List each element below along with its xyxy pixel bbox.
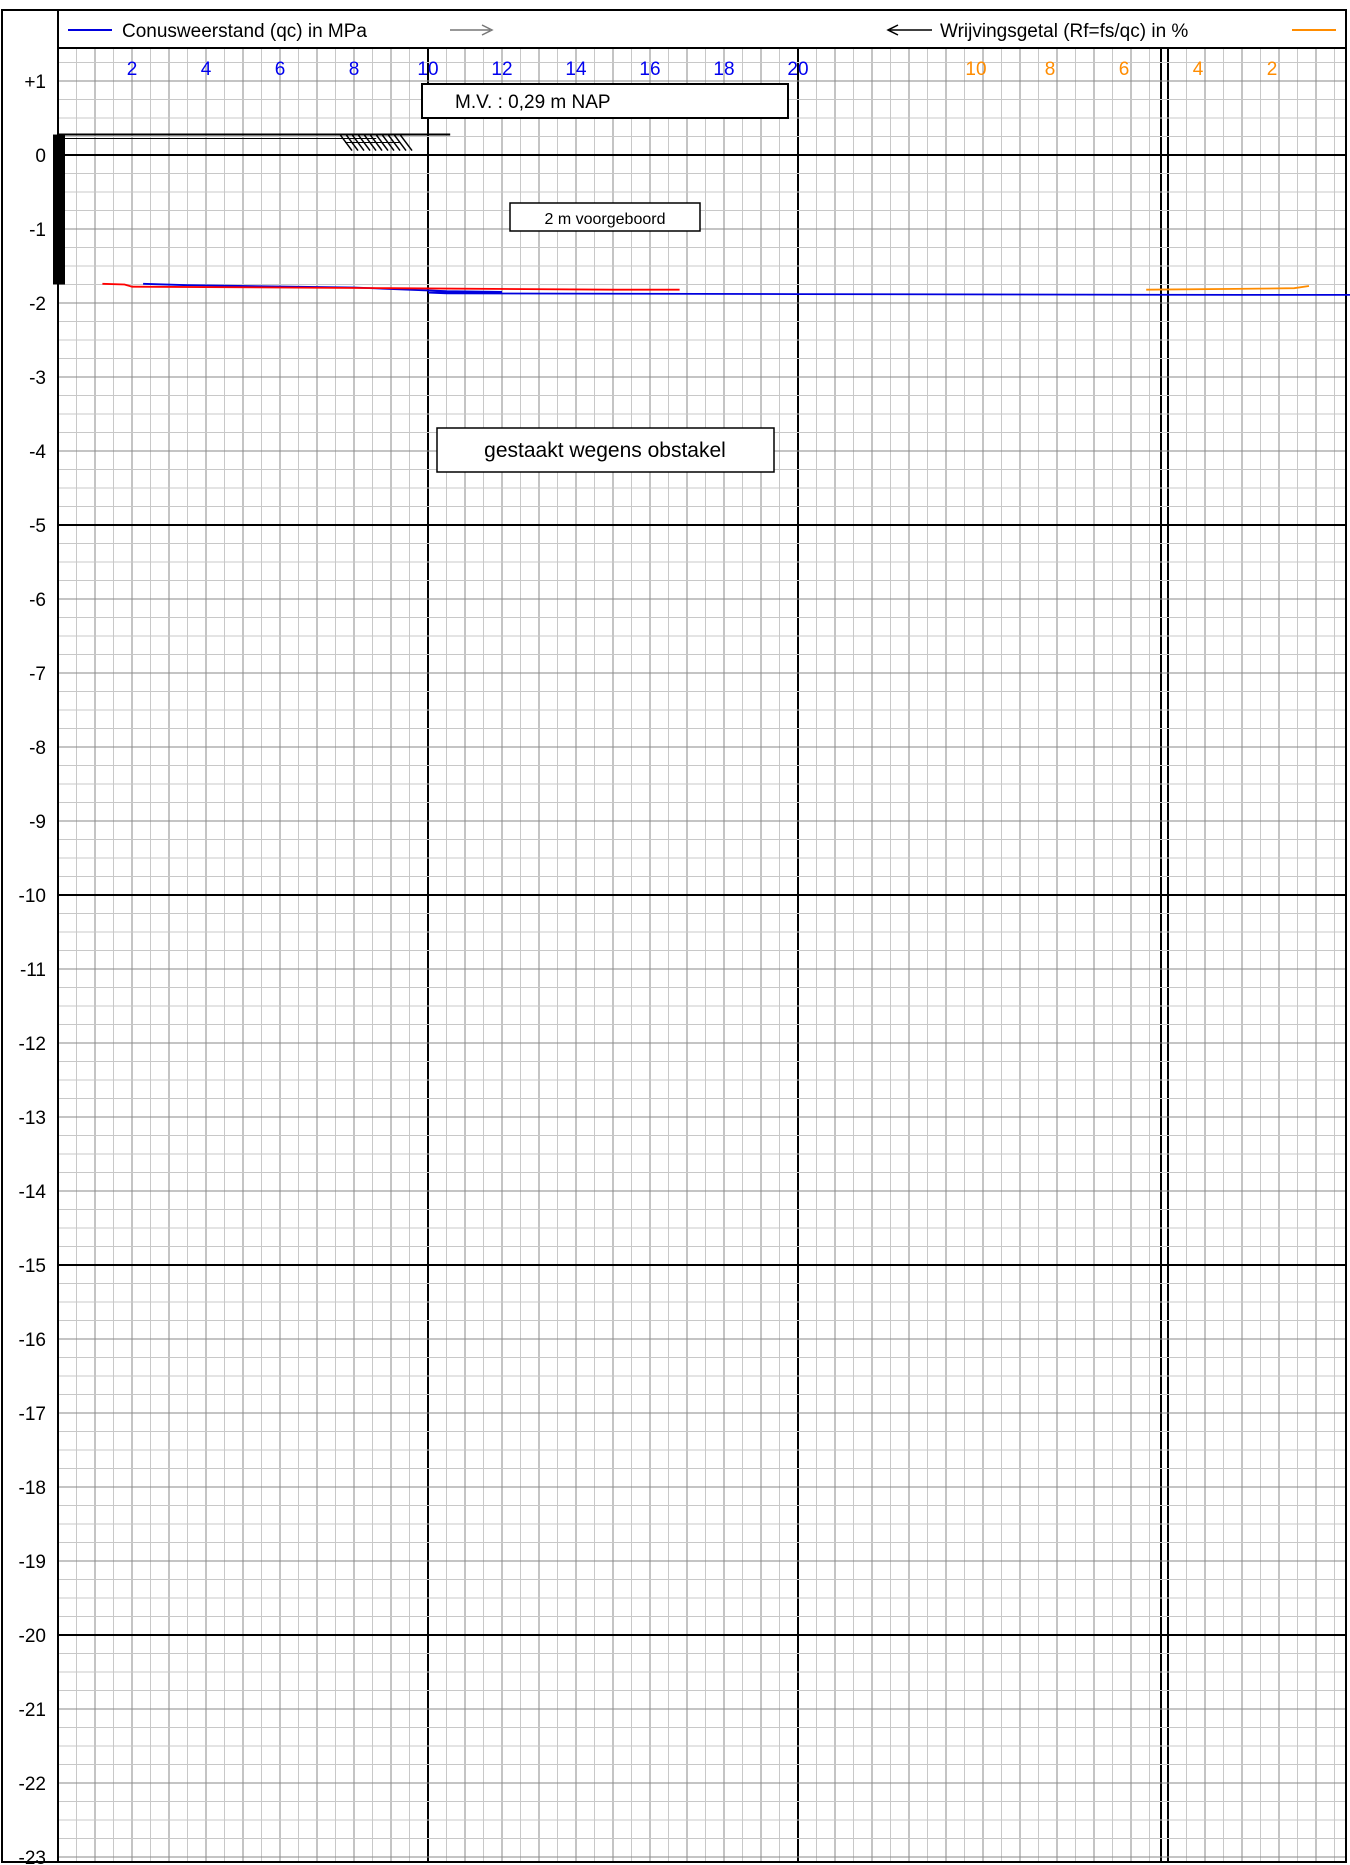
stop-label: gestaakt wegens obstakel [484, 439, 726, 462]
depth-tick-label: -19 [19, 1552, 46, 1573]
rf-tick-label: 4 [1193, 59, 1204, 80]
depth-tick-label: -13 [19, 1108, 46, 1129]
depth-tick-label: -5 [29, 516, 46, 537]
hatch-stroke [399, 134, 413, 151]
depth-tick-label: -9 [29, 812, 46, 833]
qc-tick-label: 8 [349, 59, 360, 80]
depth-tick-label: -7 [29, 664, 46, 685]
depth-tick-label: -6 [29, 590, 46, 611]
qc-tick-label: 10 [417, 59, 438, 80]
depth-tick-label: -3 [29, 368, 46, 389]
qc-tick-label: 12 [491, 59, 512, 80]
legend: Conusweerstand (qc) in MPa Wrijvingsgetal… [68, 21, 1336, 42]
depth-tick-label: -1 [29, 220, 46, 241]
qc-tick-label: 4 [201, 59, 212, 80]
qc-tick-label: 14 [565, 59, 587, 80]
depth-tick-label: -21 [19, 1700, 46, 1721]
predrill-bar [53, 134, 65, 285]
depth-tick-label: -12 [19, 1034, 46, 1055]
depth-tick-label: +1 [24, 72, 46, 93]
depth-tick-label: -2 [29, 294, 46, 315]
stop-box [436, 427, 775, 473]
rf-tick-label: 8 [1045, 59, 1056, 80]
depth-tick-label: -17 [19, 1404, 46, 1425]
series-line-rf [1146, 285, 1310, 291]
predrill-label: 2 m voorgeboord [545, 211, 666, 228]
qc-legend-label: Conusweerstand (qc) in MPa [122, 21, 367, 42]
depth-tick-label: -11 [20, 960, 46, 981]
qc-tick-label: 2 [127, 59, 138, 80]
depth-tick-label: -4 [29, 442, 46, 463]
arrow-right-head-icon [481, 24, 494, 36]
series-line-qc [143, 282, 1350, 296]
depth-tick-label: -18 [19, 1478, 46, 1499]
qc-tick-label: 16 [639, 59, 660, 80]
depth-tick-label: -15 [19, 1256, 46, 1277]
series [102, 282, 1350, 296]
depth-tick-label: -10 [19, 886, 46, 907]
depth-tick-label: 0 [35, 146, 46, 167]
rf-tick-label: 10 [965, 59, 986, 80]
series-line-fs [102, 282, 680, 291]
rf-legend-label: Wrijvingsgetal (Rf=fs/qc) in % [940, 21, 1188, 42]
rf-tick-label: 2 [1267, 59, 1278, 80]
frame [1, 9, 1347, 1863]
rf-tick-label: 6 [1119, 59, 1130, 80]
grid [58, 48, 1346, 1862]
mv-label: M.V. : 0,29 m NAP [455, 92, 611, 113]
ground-hatch-icon [339, 134, 413, 151]
depth-tick-label: -23 [19, 1848, 46, 1865]
depth-tick-label: -16 [19, 1330, 46, 1351]
qc-tick-label: 6 [275, 59, 286, 80]
depth-tick-label: -8 [29, 738, 46, 759]
mv-box [421, 83, 789, 119]
depth-tick-label: -20 [19, 1626, 46, 1647]
depth-tick-label: -22 [19, 1774, 46, 1795]
plot-area [58, 48, 1346, 1862]
qc-tick-label: 20 [787, 59, 808, 80]
annotations: M.V. : 0,29 m NAP 2 m voorgeboord gestaakt… [53, 83, 789, 473]
qc-tick-label: 18 [713, 59, 734, 80]
predrill-box [509, 202, 701, 232]
depth-tick-label: -14 [19, 1182, 47, 1203]
axes: 2 4 6 8 10 12 14 16 18 20 10 8 6 4 2 +1 0 -1 -2 -3 -4 -5 -6 -7 -… [1, 9, 1347, 1865]
arrow-left-head-icon [886, 24, 899, 36]
